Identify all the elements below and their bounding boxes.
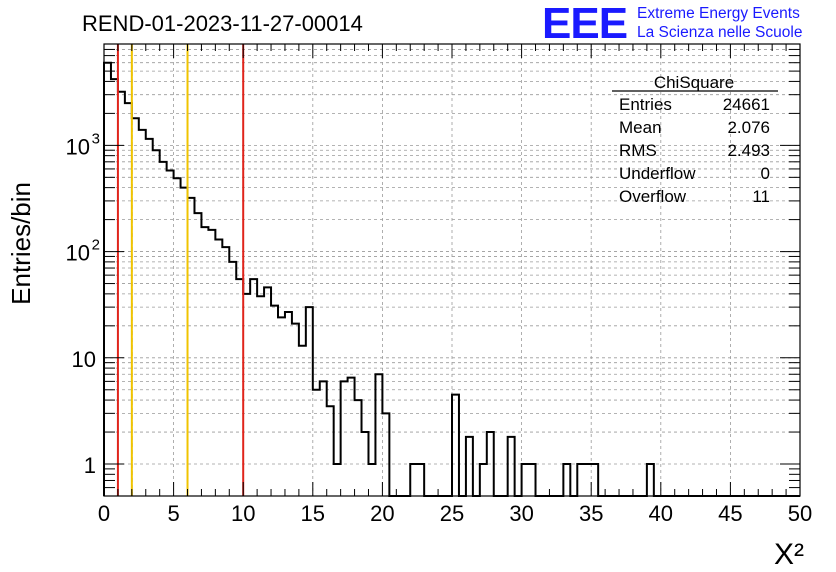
stats-value-mean: 2.076 bbox=[727, 118, 770, 137]
x-tick-label: 35 bbox=[579, 501, 603, 526]
x-axis-label: X² bbox=[774, 538, 804, 571]
y-tick-label: 10 bbox=[66, 134, 90, 159]
y-tick-label: 10 bbox=[66, 241, 90, 266]
y-axis bbox=[104, 43, 800, 497]
y-tick-exponent: 3 bbox=[92, 130, 100, 147]
x-tick-label: 5 bbox=[167, 501, 179, 526]
x-tick-label: 50 bbox=[788, 501, 812, 526]
x-tick-label: 10 bbox=[231, 501, 255, 526]
x-tick-label: 0 bbox=[98, 501, 110, 526]
logo-line-1: Extreme Energy Events bbox=[637, 5, 800, 22]
eee-logo: EEE bbox=[542, 0, 628, 48]
y-tick-label: 1 bbox=[84, 453, 96, 478]
stats-value-entries: 24661 bbox=[723, 95, 770, 114]
x-tick-label: 20 bbox=[370, 501, 394, 526]
stats-value-underflow: 0 bbox=[761, 164, 770, 183]
stats-title: ChiSquare bbox=[654, 73, 734, 92]
chart-title: REND-01-2023-11-27-00014 bbox=[82, 11, 363, 36]
stats-label-rms: RMS bbox=[619, 141, 657, 160]
logo-line-2: La Scienza nelle Scuole bbox=[637, 24, 803, 41]
grid bbox=[104, 43, 800, 496]
x-tick-label: 30 bbox=[509, 501, 533, 526]
y-tick-label: 10 bbox=[72, 347, 96, 372]
stats-label-overflow: Overflow bbox=[619, 187, 687, 206]
stats-label-underflow: Underflow bbox=[619, 164, 696, 183]
y-tick-exponent: 2 bbox=[92, 237, 100, 254]
stats-value-overflow: 11 bbox=[752, 187, 770, 206]
x-tick-label: 25 bbox=[440, 501, 464, 526]
x-tick-label: 40 bbox=[649, 501, 673, 526]
x-tick-label: 15 bbox=[301, 501, 325, 526]
stats-label-entries: Entries bbox=[619, 95, 672, 114]
stats-label-mean: Mean bbox=[619, 118, 662, 137]
x-tick-label: 45 bbox=[718, 501, 742, 526]
stats-value-rms: 2.493 bbox=[727, 141, 770, 160]
y-axis-label: Entries/bin bbox=[6, 182, 36, 305]
